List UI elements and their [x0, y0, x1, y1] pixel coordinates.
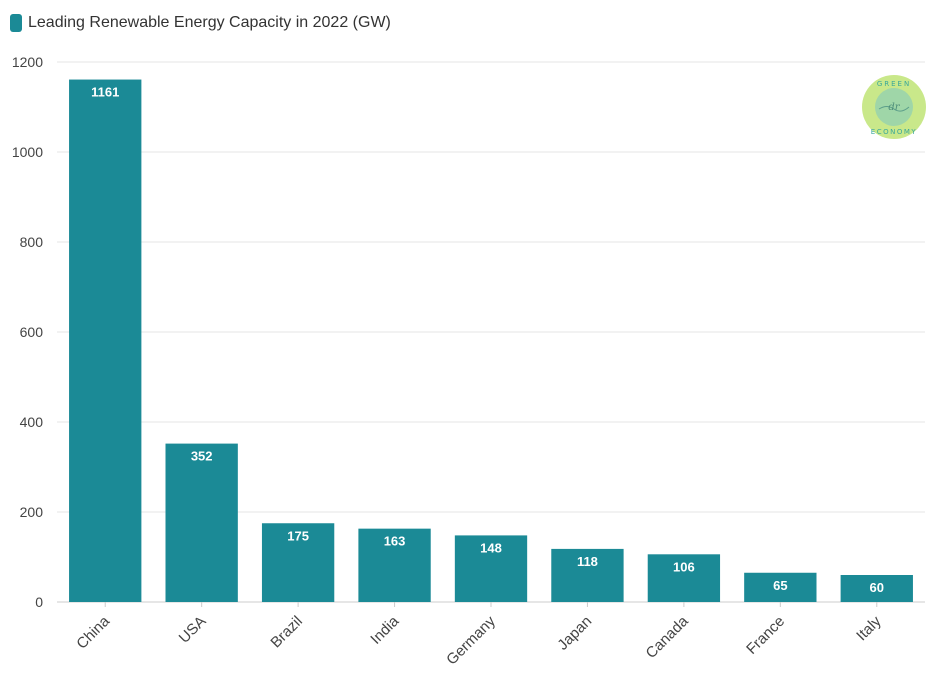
x-tick-label: France — [743, 613, 788, 658]
bar-japan — [551, 548, 624, 602]
bar-germany — [454, 535, 528, 602]
legend-swatch — [10, 14, 22, 32]
bar-france — [744, 572, 817, 602]
x-tick-label: Germany — [443, 612, 499, 668]
y-tick-label: 200 — [20, 504, 44, 520]
y-tick-label: 400 — [20, 414, 44, 430]
bar-italy — [840, 575, 913, 602]
data-label: 118 — [577, 554, 598, 569]
data-label: 175 — [287, 528, 309, 543]
data-label: 65 — [773, 578, 787, 593]
data-label: 163 — [384, 534, 406, 549]
data-label: 352 — [191, 449, 213, 464]
bar-china — [69, 79, 142, 603]
data-label: 60 — [870, 580, 884, 595]
logo-wave-icon — [878, 106, 910, 112]
x-tick-label: Japan — [554, 613, 595, 654]
bar-brazil — [261, 523, 335, 602]
x-tick-label: India — [367, 612, 402, 647]
y-tick-label: 1000 — [12, 144, 43, 160]
y-tick-label: 800 — [20, 234, 44, 250]
y-tick-label: 0 — [35, 594, 43, 610]
bar-canada — [647, 554, 721, 602]
x-tick-label: China — [73, 612, 113, 652]
green-economy-logo: dr GREEN ECONOMY — [862, 75, 926, 139]
bar-usa — [165, 443, 238, 602]
legend-label: Leading Renewable Energy Capacity in 202… — [28, 14, 391, 31]
logo-inner-circle — [875, 88, 913, 126]
chart-legend: Leading Renewable Energy Capacity in 202… — [10, 14, 391, 32]
y-tick-label: 600 — [20, 324, 44, 340]
y-tick-label: 1200 — [12, 54, 43, 70]
x-tick-label: Brazil — [267, 613, 306, 652]
svg-text:ECONOMY: ECONOMY — [871, 128, 917, 136]
bar-india — [358, 528, 431, 602]
x-tick-label: Italy — [853, 612, 885, 644]
data-label: 148 — [480, 540, 502, 555]
svg-text:dr: dr — [888, 102, 900, 113]
x-tick-label: Canada — [643, 612, 693, 662]
data-label: 106 — [673, 559, 695, 574]
x-tick-label: USA — [176, 613, 210, 647]
data-label: 1161 — [91, 85, 119, 100]
svg-text:GREEN: GREEN — [877, 80, 911, 88]
